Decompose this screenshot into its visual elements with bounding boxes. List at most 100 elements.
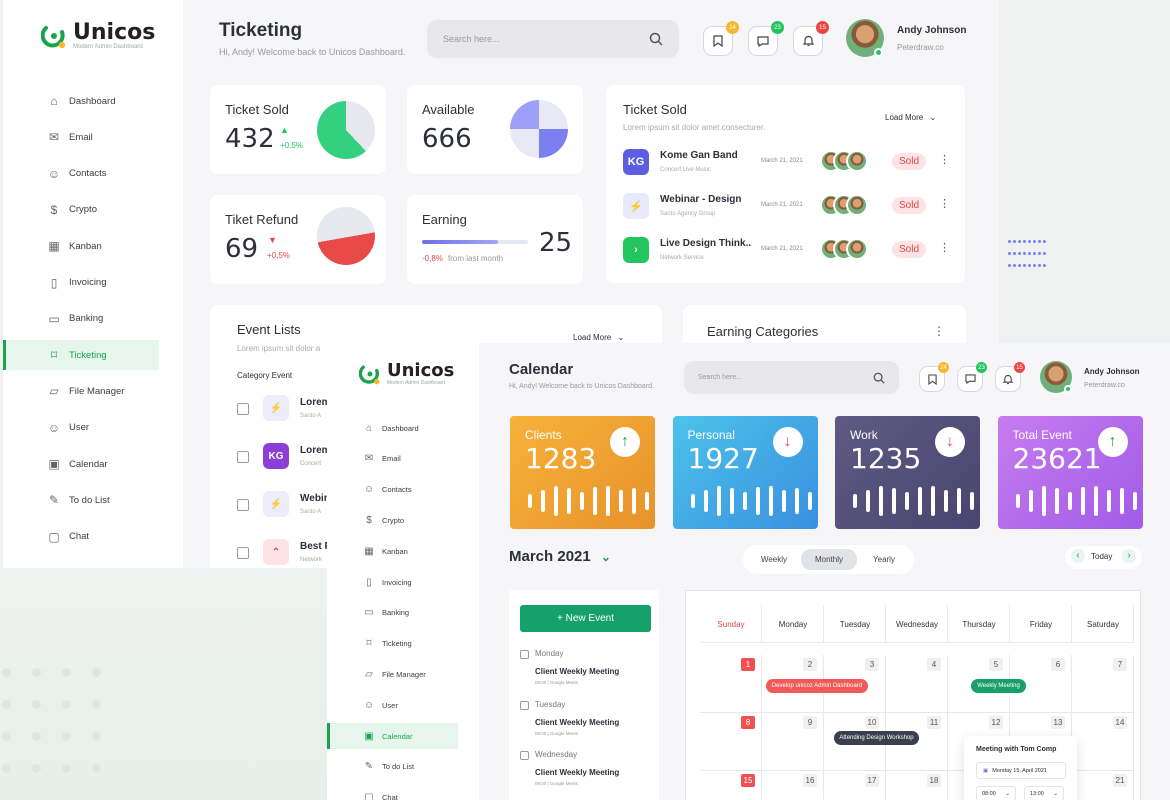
- sidebar-item-file-manager[interactable]: ▱ File Manager: [3, 376, 183, 406]
- decor-dot: [1013, 240, 1016, 243]
- calendar-day-cell[interactable]: 18: [886, 771, 948, 800]
- sidebar-item-invoicing[interactable]: ▯ Invoicing: [3, 268, 183, 298]
- ticket-name[interactable]: Live Design Think..: [660, 238, 752, 249]
- calendar-search-input[interactable]: Search here...: [698, 374, 742, 381]
- agenda-title[interactable]: Client Weekly Meeting: [535, 768, 620, 777]
- ticket-name[interactable]: Kome Gan Band: [660, 150, 738, 161]
- sidebar-item-ticketing[interactable]: ⌑ Ticketing: [3, 340, 159, 371]
- row-checkbox[interactable]: [237, 499, 249, 511]
- stat-tile-personal[interactable]: Personal 1927 ↓: [672, 416, 818, 529]
- calendar-day-cell[interactable]: 3: [824, 655, 886, 713]
- sidebar-item-label: File Manager: [69, 385, 125, 397]
- event-name[interactable]: Lorem: [300, 445, 331, 456]
- sidebar-item-ticketing[interactable]: ⌑ Ticketing: [327, 631, 479, 657]
- more-options-icon[interactable]: ⋮: [939, 242, 950, 254]
- load-more-button[interactable]: Load More ⌄: [885, 113, 936, 122]
- today-button[interactable]: Today: [1091, 552, 1113, 561]
- month-selector[interactable]: March 2021 ⌄: [509, 548, 611, 565]
- search-input[interactable]: Search here...: [443, 34, 500, 44]
- sidebar-item-to-do-list[interactable]: ✎ To do List: [327, 754, 479, 780]
- popup-to-field[interactable]: 13:00 ⌄: [1024, 786, 1064, 800]
- sidebar-item-file-manager[interactable]: ▱ File Manager: [327, 661, 479, 687]
- agenda-checkbox[interactable]: [520, 650, 529, 659]
- day-number: 18: [927, 774, 941, 787]
- sidebar-item-banking[interactable]: ▭ Banking: [3, 304, 183, 334]
- new-event-button[interactable]: + New Event: [520, 605, 651, 632]
- calendar-day-cell[interactable]: 15: [700, 771, 762, 800]
- calendar-search-bar[interactable]: Search here...: [684, 361, 899, 394]
- calendar-day-cell[interactable]: 16: [762, 771, 824, 800]
- calendar-event[interactable]: Attending Design Workshop: [834, 731, 919, 745]
- notification-button[interactable]: [995, 366, 1021, 392]
- agenda-checkbox[interactable]: [520, 700, 529, 710]
- sidebar-item-crypto[interactable]: $ Crypto: [327, 507, 479, 533]
- sidebar-item-dashboard[interactable]: ⌂ Dashboard: [3, 86, 183, 116]
- agenda-checkbox[interactable]: [520, 751, 529, 760]
- event-load-more-button[interactable]: Load More ⌄: [573, 333, 624, 342]
- sidebar-item-calendar[interactable]: ▣ Calendar: [3, 449, 183, 479]
- sidebar-item-user[interactable]: ☺ User: [3, 413, 183, 443]
- ticket-sold-label: Ticket Sold: [225, 102, 289, 117]
- event-name[interactable]: Webin: [300, 493, 330, 504]
- ticket-refund-card: Tiket Refund 69 ▼ +0,5%: [210, 195, 386, 284]
- more-options-icon[interactable]: ⋮: [939, 198, 950, 210]
- search-bar[interactable]: Search here...: [427, 20, 679, 58]
- more-options-icon[interactable]: ⋮: [939, 154, 950, 166]
- calendar-day-cell[interactable]: 1: [700, 655, 762, 713]
- calendar-day-cell[interactable]: 9: [762, 713, 824, 771]
- stat-tile-clients[interactable]: Clients 1283 ↑: [510, 416, 655, 529]
- sidebar-item-kanban[interactable]: ▦ Kanban: [327, 538, 479, 564]
- sidebar-item-contacts[interactable]: ☺ Contacts: [3, 159, 183, 189]
- calendar-event[interactable]: Develop unicoz Admin Dashboard: [766, 679, 868, 693]
- sidebar-item-banking[interactable]: ▭ Banking: [327, 600, 479, 626]
- view-weekly-tab[interactable]: Weekly: [760, 555, 788, 564]
- event-name[interactable]: Best P: [300, 541, 332, 552]
- calendar-day-cell[interactable]: 14: [1072, 713, 1134, 771]
- chat-badge: 23: [771, 21, 784, 34]
- calendar-day-cell[interactable]: 7: [1072, 655, 1134, 713]
- more-options-icon[interactable]: ⋮: [933, 324, 945, 338]
- sidebar-item-label: Invoicing: [69, 277, 107, 288]
- sidebar-item-notificati[interactable]: ♪ Notificati...: [3, 558, 183, 568]
- next-arrow-icon[interactable]: ›: [1122, 549, 1136, 563]
- sidebar-item-chat[interactable]: ▢ Chat: [327, 785, 479, 800]
- sidebar-item-dashboard[interactable]: ⌂ Dashboard: [327, 415, 479, 441]
- view-monthly-tab[interactable]: Monthly: [801, 549, 857, 570]
- calendar-event[interactable]: Weekly Meeting: [971, 679, 1026, 693]
- agenda-title[interactable]: Client Weekly Meeting: [535, 717, 620, 727]
- sidebar-item-contacts[interactable]: ☺ Contacts: [327, 477, 479, 503]
- calendar-day-cell[interactable]: 17: [824, 771, 886, 800]
- calendar-day-cell[interactable]: 4: [886, 655, 948, 713]
- sidebar-item-email[interactable]: ✉ Email: [327, 446, 479, 472]
- row-checkbox[interactable]: [237, 451, 249, 463]
- waveform-bar: [853, 494, 857, 508]
- view-yearly-tab[interactable]: Yearly: [873, 555, 895, 564]
- sidebar-item-chat[interactable]: ▢ Chat: [3, 522, 183, 552]
- sidebar-item-calendar[interactable]: ▣ Calendar: [327, 723, 458, 749]
- weekday-label: Sunday: [717, 620, 745, 629]
- sidebar-item-kanban[interactable]: ▦ Kanban: [3, 231, 183, 261]
- stat-tile-work[interactable]: Work 1235 ↓: [835, 416, 980, 529]
- prev-arrow-icon[interactable]: ‹: [1071, 549, 1085, 563]
- calendar-day-cell[interactable]: 6: [1010, 655, 1072, 713]
- weekday-header: [762, 605, 824, 643]
- calendar-day-cell[interactable]: 11: [886, 713, 948, 771]
- sidebar-item-user[interactable]: ☺ User: [327, 692, 479, 718]
- row-checkbox[interactable]: [237, 403, 249, 415]
- ticket-name[interactable]: Webinar - Design: [660, 194, 742, 205]
- sidebar-item-to-do-list[interactable]: ✎ To do List: [3, 485, 183, 515]
- stat-tile-total-event[interactable]: Total Event 23621 ↑: [997, 416, 1143, 529]
- popup-from-field[interactable]: 08:00 ⌄: [976, 786, 1016, 800]
- agenda-title[interactable]: Client Weekly Meeting: [535, 667, 620, 676]
- sidebar-item-crypto[interactable]: $ Crypto: [3, 195, 183, 225]
- sidebar-item-invoicing[interactable]: ▯ Invoicing: [327, 569, 479, 595]
- calendar-day-cell[interactable]: 8: [700, 713, 762, 771]
- calendar-day-cell[interactable]: 21: [1072, 771, 1134, 800]
- bookmark-icon: [713, 35, 723, 47]
- event-name[interactable]: Lorem: [300, 397, 331, 408]
- sidebar-item-email[interactable]: ✉ Email: [3, 122, 183, 152]
- online-indicator: [874, 48, 883, 57]
- notification-badge: 15: [816, 21, 829, 34]
- popup-date-field[interactable]: ▣ Monday 15, April 2021: [976, 762, 1066, 779]
- row-checkbox[interactable]: [237, 547, 249, 559]
